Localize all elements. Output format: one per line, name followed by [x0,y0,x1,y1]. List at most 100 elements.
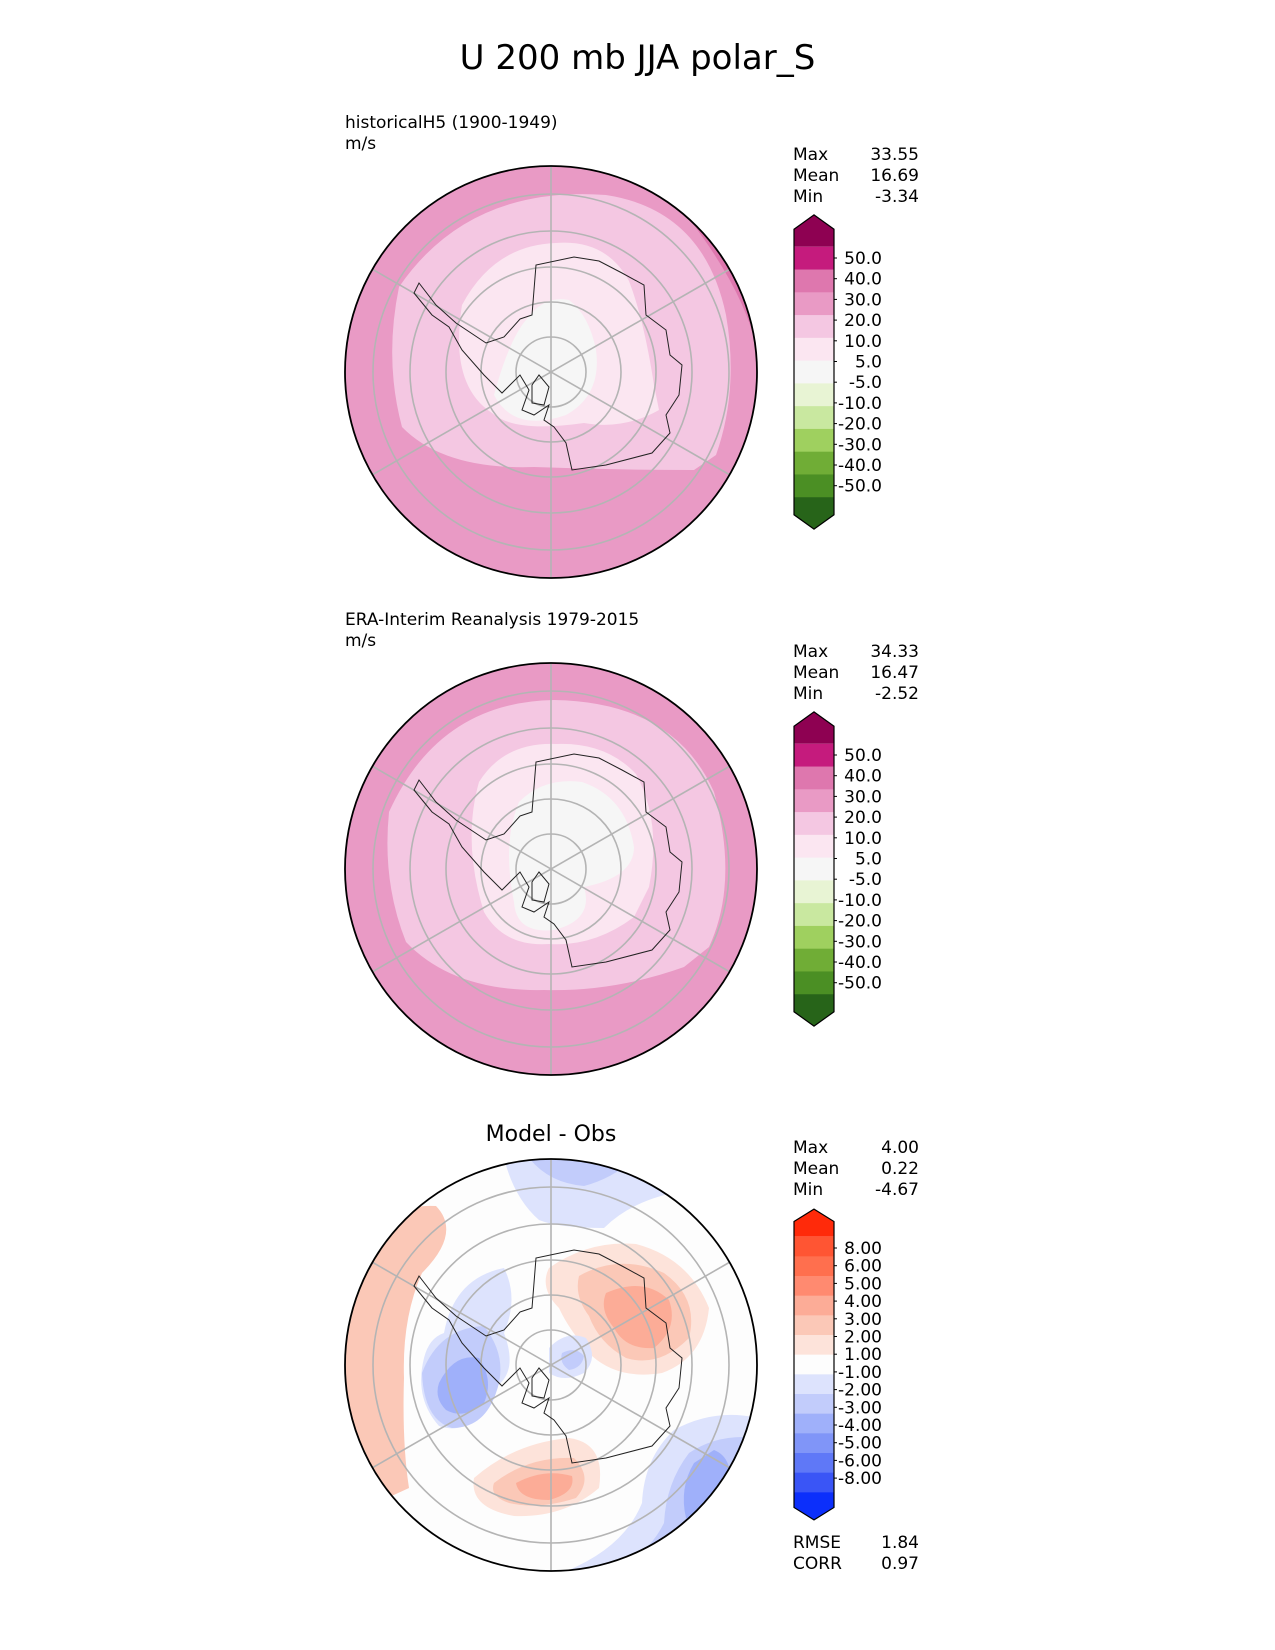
panel2-coast-peninsula [531,871,550,903]
colorbar-tick-label: 40.0 [844,767,882,787]
colorbar-segment [794,1209,834,1237]
colorbar-segment [794,1315,834,1336]
panel2-stat-max: Max 34.33 [793,642,919,662]
colorbar-tick-label: -6.00 [838,1451,882,1471]
colorbar-segment [794,246,834,271]
colorbar-segment [794,337,834,362]
colorbar-tick-label: 50.0 [844,249,882,269]
colorbar-segment [794,451,834,475]
panel1-coastline [413,256,683,471]
panel3-stat-mean: Mean 0.22 [793,1159,919,1179]
colorbar-segment [794,711,834,744]
colorbar-segment [794,743,834,768]
panel2-stats: Max 34.33 Mean 16.47 Min -2.52 [793,642,919,705]
colorbar-tick-label: -5.00 [838,1434,882,1454]
panel2-title: ERA-Interim Reanalysis 1979-2015 [345,610,640,630]
panel2-stat-min: Min -2.52 [793,684,919,704]
colorbar-segment [794,880,834,904]
colorbar-tick-label: 50.0 [844,746,882,766]
colorbar-segment [794,406,834,430]
panel1-graticule [371,166,731,578]
colorbar-segment [794,971,834,995]
colorbar-segment [794,1354,834,1375]
panel3-stat-max: Max 4.00 [793,1138,919,1158]
panel1-stat-mean: Mean 16.69 [793,166,919,186]
colorbar-segment [794,948,834,972]
colorbar-tick-label: -10.0 [838,394,882,414]
colorbar-segment [794,497,834,530]
colorbar-segment [794,1433,834,1454]
colorbar-tick-label: 4.00 [844,1292,882,1312]
colorbar-tick-label: 10.0 [844,829,882,849]
colorbar-outline [793,1208,835,1521]
colorbar-tick-label: -3.00 [838,1398,882,1418]
panel3-map [344,1158,758,1572]
panel3-graticule [371,1159,731,1571]
colorbar-tick-label: -50.0 [838,974,882,994]
panel1-label: historicalH5 (1900-1949) m/s [345,113,558,155]
panel3-map-border [344,1158,758,1572]
panel1-stat-max: Max 33.55 [793,145,919,165]
colorbar-tick-label: 5.0 [855,353,882,373]
colorbar-segment [794,1236,834,1257]
colorbar-segment [794,1374,834,1395]
colorbar-segment [794,925,834,950]
colorbar-outline [793,711,835,1027]
colorbar-segment [794,1276,834,1297]
panel1-title: historicalH5 (1900-1949) [345,113,558,133]
colorbar-tick-label: -1.00 [838,1363,882,1383]
colorbar-segment [794,812,834,836]
colorbar-segment [794,1472,834,1493]
colorbar-tick-label: 20.0 [844,311,882,331]
colorbar-segment [794,1413,834,1434]
colorbar-tick-label: -40.0 [838,456,882,476]
colorbar-segment [794,474,834,498]
colorbar-outline [793,214,835,530]
colorbar-segment [794,1453,834,1474]
colorbar-tick-label: -4.00 [838,1416,882,1436]
panel1-stats: Max 33.55 Mean 16.69 Min -3.34 [793,145,919,208]
colorbar-segment [794,1394,834,1415]
panel3-title: Model - Obs [485,1122,617,1147]
colorbar-tick-label: 20.0 [844,808,882,828]
colorbar-tick-label: -2.00 [838,1381,882,1401]
colorbar-tick-label: -5.0 [849,373,882,393]
panel2-map-border [344,662,758,1076]
panel1-coast-peninsula [531,374,550,406]
panel2-stat-mean: Mean 16.47 [793,663,919,683]
colorbar-segment [794,360,834,384]
colorbar-tick-label: -50.0 [838,477,882,497]
colorbar-tick-label: -20.0 [838,415,882,435]
panel2-colorbar: 50.040.030.020.010.05.0-5.0-10.0-20.0-30… [793,711,882,1027]
colorbar-tick-label: 6.00 [844,1257,882,1277]
panel3-stat-min: Min -4.67 [793,1180,919,1200]
colorbar-segment [794,383,834,407]
colorbar-tick-label: 8.00 [844,1239,882,1259]
panel2-graticule [371,663,731,1075]
panel3-metric-rmse: RMSE 1.84 [793,1533,919,1553]
panel3-field-pos-south-core [516,1473,573,1500]
colorbar-tick-label: 30.0 [844,290,882,310]
colorbar-tick-label: 2.00 [844,1328,882,1348]
panel3-field-pos-east-core [603,1285,672,1349]
colorbar-tick-label: -20.0 [838,912,882,932]
panel2-field-near-zero [509,781,634,931]
panel3-metrics: RMSE 1.84 CORR 0.97 [793,1533,919,1575]
panel2-coastline [413,753,683,968]
colorbar-segment [794,292,834,316]
panel3-colorbar: 8.006.005.004.003.002.001.00-1.00-2.00-3… [793,1208,882,1521]
panel1-map-border [344,165,758,579]
colorbar-segment [794,1256,834,1277]
colorbar-tick-label: 10.0 [844,332,882,352]
colorbar-tick-label: 40.0 [844,270,882,290]
colorbar-segment [794,834,834,859]
colorbar-segment [794,1492,834,1520]
colorbar-tick-label: -5.0 [849,870,882,890]
colorbar-tick-label: 1.00 [844,1345,882,1365]
panel2-map [344,662,758,1076]
figure-title: U 200 mb JJA polar_S [459,38,816,78]
colorbar-segment [794,315,834,339]
colorbar-tick-label: 30.0 [844,787,882,807]
colorbar-tick-label: -30.0 [838,435,882,455]
colorbar-tick-label: -30.0 [838,932,882,952]
